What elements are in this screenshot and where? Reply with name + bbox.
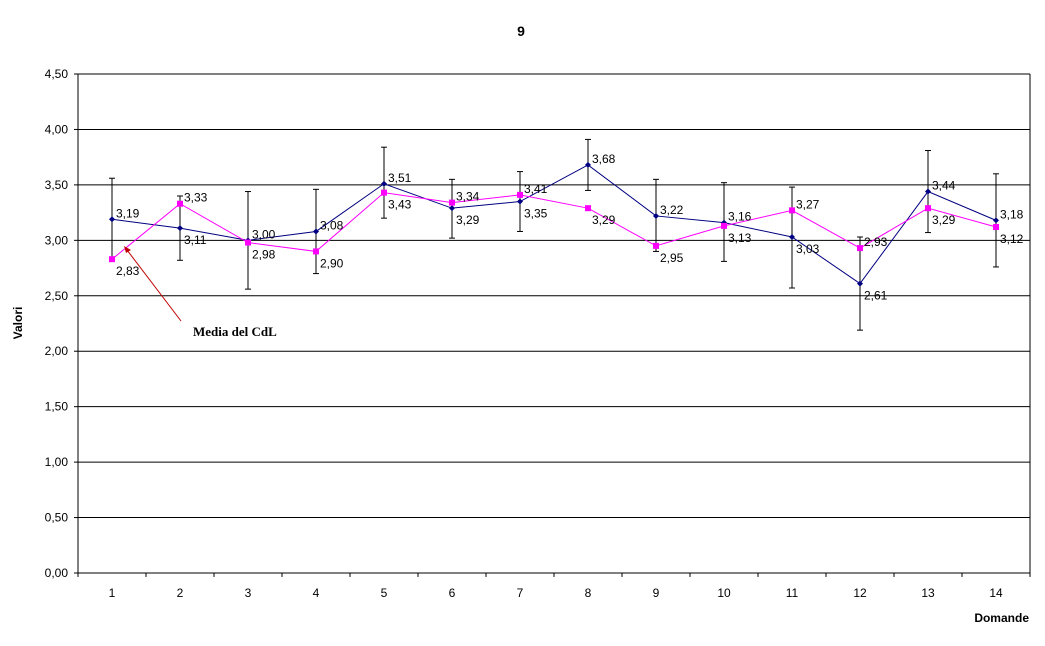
- data-label: 3,16: [728, 210, 752, 224]
- data-point: [245, 239, 251, 246]
- data-point: [857, 245, 863, 252]
- x-tick-label: 2: [177, 586, 184, 600]
- data-label: 3,29: [592, 213, 616, 227]
- data-label: 3,29: [932, 213, 956, 227]
- series-line: [111, 192, 997, 260]
- gridlines: [78, 73, 1030, 519]
- data-label: 3,44: [932, 179, 956, 193]
- data-label: 3,22: [660, 203, 684, 217]
- data-point: [449, 205, 455, 212]
- data-point: [653, 242, 659, 249]
- series: [109, 161, 999, 287]
- y-tick-label: 2,50: [45, 289, 69, 303]
- data-point: [585, 161, 591, 168]
- data-label: 3,41: [524, 182, 548, 196]
- data-labels: 3,19 3,11 3,00 3,08 3,51 3,29 3,35 3,68 3,22 3,16…: [116, 152, 1024, 303]
- annotation-arrow-line: [126, 249, 182, 322]
- data-point: [177, 225, 183, 232]
- data-point: [449, 199, 455, 206]
- x-tick-label: 13: [921, 586, 935, 600]
- data-label: 3,00: [252, 227, 276, 241]
- annotation-text: Media del CdL: [193, 324, 277, 339]
- chart-title: 9: [517, 23, 525, 39]
- data-point: [653, 212, 659, 219]
- axes: 0,00 0,50 1,00 1,50 2,00 2,50 3,00 3,50 4,00 4,50…: [45, 67, 1031, 600]
- data-point: [857, 280, 863, 287]
- x-tick-label: 12: [853, 586, 867, 600]
- y-tick-label: 0,50: [45, 511, 69, 525]
- data-label: 3,35: [524, 207, 548, 221]
- data-point: [313, 228, 319, 235]
- annotation: Media del CdL: [124, 246, 277, 339]
- data-point: [381, 180, 387, 187]
- annotation-arrowhead: [124, 246, 131, 253]
- data-label: 2,83: [116, 264, 140, 278]
- data-label: 3,03: [796, 242, 820, 256]
- y-axis-title: Valori: [11, 307, 25, 340]
- y-tick-label: 0,00: [45, 566, 69, 580]
- x-tick-label: 8: [585, 586, 592, 600]
- x-tick-label: 10: [717, 586, 731, 600]
- data-label: 3,68: [592, 152, 616, 166]
- x-tick-label: 4: [313, 586, 320, 600]
- data-point: [721, 222, 727, 229]
- data-point: [993, 224, 999, 231]
- data-point: [925, 205, 931, 212]
- x-tick-label: 11: [786, 586, 799, 600]
- data-label: 3,12: [1000, 232, 1024, 246]
- x-tick-label: 5: [381, 586, 388, 600]
- data-point: [585, 205, 591, 212]
- y-tick-label: 1,00: [45, 455, 69, 469]
- data-label: 3,13: [728, 231, 752, 245]
- data-label: 2,93: [864, 235, 888, 249]
- data-point: [789, 234, 795, 241]
- x-tick-label: 6: [449, 586, 456, 600]
- x-axis-title: Domande: [974, 611, 1029, 625]
- y-tick-label: 2,00: [45, 344, 69, 358]
- data-label: 3,08: [320, 218, 344, 232]
- data-point: [517, 191, 523, 198]
- data-point: [177, 200, 183, 207]
- data-point: [517, 198, 523, 205]
- y-tick-label: 4,50: [45, 67, 69, 81]
- data-label: 3,33: [184, 191, 208, 205]
- data-label: 3,43: [388, 198, 412, 212]
- x-tick-label: 7: [517, 586, 524, 600]
- data-point: [109, 216, 115, 223]
- data-label: 3,27: [796, 197, 820, 211]
- data-point: [109, 256, 115, 263]
- data-point: [993, 217, 999, 224]
- x-tick-label: 9: [653, 586, 660, 600]
- data-label: 2,61: [864, 289, 888, 303]
- data-label: 3,19: [116, 206, 140, 220]
- x-tick-label: 3: [245, 586, 252, 600]
- series-line: [111, 164, 997, 285]
- data-point: [313, 248, 319, 255]
- data-point: [381, 189, 387, 196]
- data-point: [789, 207, 795, 214]
- data-label: 3,51: [388, 171, 412, 185]
- x-tick-label: 1: [109, 586, 116, 600]
- data-label: 2,95: [660, 251, 684, 265]
- data-label: 3,11: [184, 233, 207, 247]
- data-label: 3,29: [456, 213, 480, 227]
- data-label: 3,34: [456, 190, 480, 204]
- y-tick-label: 3,00: [45, 233, 69, 247]
- y-tick-label: 1,50: [45, 400, 69, 414]
- y-tick-label: 3,50: [45, 178, 69, 192]
- x-tick-label: 14: [989, 586, 1003, 600]
- data-label: 2,90: [320, 256, 344, 270]
- data-point: [925, 188, 931, 195]
- data-label: 3,18: [1000, 207, 1024, 221]
- y-tick-label: 4,00: [45, 122, 69, 136]
- data-label: 2,98: [252, 248, 276, 262]
